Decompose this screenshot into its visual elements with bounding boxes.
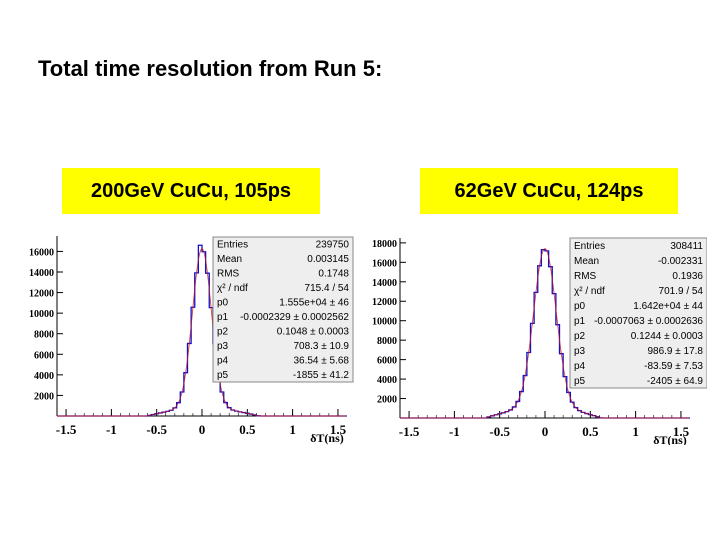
y-tick-label: 12000 bbox=[29, 289, 54, 300]
stats-value: -1855 ± 41.2 bbox=[293, 370, 350, 381]
stats-box: Entries 239750 Mean 0.003145 RMS 0.1748 χ² / n… bbox=[212, 236, 354, 383]
stats-name: RMS bbox=[217, 268, 240, 279]
histogram-plot-200gev: 16000 14000 12000 10000 8000 6000 4000 2000 -1.5… bbox=[5, 230, 355, 445]
x-tick-label: -1.5 bbox=[399, 424, 420, 439]
stats-value: 708.3 ± 10.9 bbox=[293, 341, 349, 352]
stats-name: χ² / ndf bbox=[217, 283, 248, 294]
y-tick-label: 12000 bbox=[372, 297, 397, 308]
x-tick-label: 0.5 bbox=[239, 422, 256, 437]
x-tick-label: 1 bbox=[632, 424, 639, 439]
panel-label-62gev: 62GeV CuCu, 124ps bbox=[420, 168, 678, 214]
stats-name: p4 bbox=[217, 355, 229, 366]
plot-area: 16000 14000 12000 10000 8000 6000 4000 2000 -1.5… bbox=[29, 236, 347, 445]
stats-value: 239750 bbox=[316, 239, 350, 250]
y-tick-label: 4000 bbox=[34, 371, 54, 382]
stats-name: p5 bbox=[217, 370, 229, 381]
x-axis-title: δT(ns) bbox=[310, 431, 344, 445]
stats-box-frame bbox=[569, 237, 708, 389]
stats-value: -0.0002329 ± 0.0002562 bbox=[240, 312, 349, 323]
stats-name: p4 bbox=[574, 361, 586, 372]
stats-name: Entries bbox=[217, 239, 248, 250]
x-tick-label: -1 bbox=[106, 422, 117, 437]
stats-name: p1 bbox=[574, 316, 586, 327]
stats-name: p3 bbox=[217, 341, 229, 352]
x-tick-label: -1 bbox=[449, 424, 460, 439]
stats-value: 0.1936 bbox=[672, 271, 703, 282]
stats-value: 715.4 / 54 bbox=[305, 283, 350, 294]
stats-value: -83.59 ± 7.53 bbox=[644, 361, 703, 372]
stats-value: 0.1048 ± 0.0003 bbox=[277, 326, 350, 337]
y-tick-label: 16000 bbox=[372, 258, 397, 269]
y-tick-label: 2000 bbox=[34, 391, 54, 402]
stats-name: p5 bbox=[574, 376, 586, 387]
stats-name: p0 bbox=[217, 297, 229, 308]
stats-name: Mean bbox=[574, 256, 599, 267]
y-tick-label: 14000 bbox=[372, 278, 397, 289]
stats-value: -2405 ± 64.9 bbox=[647, 376, 704, 387]
y-tick-label: 6000 bbox=[34, 350, 54, 361]
panel-label-200gev: 200GeV CuCu, 105ps bbox=[62, 168, 320, 214]
y-tick-label: 16000 bbox=[29, 247, 54, 258]
stats-name: p3 bbox=[574, 346, 586, 357]
stats-value: 36.54 ± 5.68 bbox=[293, 355, 349, 366]
y-tick-label: 2000 bbox=[377, 395, 397, 406]
stats-value: -0.002331 bbox=[658, 256, 703, 267]
stats-value: 308411 bbox=[670, 241, 703, 252]
stats-value: 701.9 / 54 bbox=[659, 286, 704, 297]
y-tick-label: 10000 bbox=[372, 317, 397, 328]
histogram-plot-62gev: 18000 16000 14000 12000 10000 8000 6000 4000 200… bbox=[362, 230, 708, 447]
histogram-svg-62gev: 18000 16000 14000 12000 10000 8000 6000 4000 200… bbox=[372, 237, 708, 447]
x-tick-label: 0.5 bbox=[582, 424, 599, 439]
stats-value: -0.0007063 ± 0.0002636 bbox=[594, 316, 703, 327]
stats-name: p0 bbox=[574, 301, 586, 312]
stats-name: Entries bbox=[574, 241, 605, 252]
stats-box: Entries 308411 Mean -0.002331 RMS 0.1936 χ² / … bbox=[569, 237, 708, 389]
x-tick-label: 0 bbox=[199, 422, 206, 437]
x-tick-label: -1.5 bbox=[56, 422, 77, 437]
fit-curve bbox=[400, 248, 690, 419]
y-tick-label: 8000 bbox=[34, 330, 54, 341]
stats-value: 986.9 ± 17.8 bbox=[647, 346, 703, 357]
x-tick-label: 1.5 bbox=[673, 424, 690, 439]
slide-title: Total time resolution from Run 5: bbox=[38, 56, 383, 81]
x-tick-label: 0 bbox=[542, 424, 549, 439]
stats-value: 0.1244 ± 0.0003 bbox=[631, 331, 704, 342]
histogram-svg-200gev: 16000 14000 12000 10000 8000 6000 4000 2000 -1.5… bbox=[29, 236, 354, 445]
x-tick-label: 1.5 bbox=[330, 422, 347, 437]
y-tick-label: 8000 bbox=[377, 336, 397, 347]
y-tick-label: 4000 bbox=[377, 375, 397, 386]
stats-name: p2 bbox=[217, 326, 229, 337]
stats-name: p1 bbox=[217, 312, 229, 323]
x-tick-label: -0.5 bbox=[146, 422, 167, 437]
x-tick-label: -0.5 bbox=[489, 424, 510, 439]
stats-box-frame bbox=[212, 236, 354, 383]
x-axis-title: δT(ns) bbox=[653, 433, 687, 445]
stats-name: p2 bbox=[574, 331, 586, 342]
stats-value: 0.003145 bbox=[307, 254, 349, 265]
stats-value: 1.555e+04 ± 46 bbox=[279, 297, 349, 308]
y-tick-label: 14000 bbox=[29, 268, 54, 279]
x-tick-label: 1 bbox=[289, 422, 296, 437]
y-tick-label: 6000 bbox=[377, 356, 397, 367]
y-tick-label: 10000 bbox=[29, 309, 54, 320]
stats-value: 0.1748 bbox=[318, 268, 349, 279]
stats-name: Mean bbox=[217, 254, 242, 265]
stats-value: 1.642e+04 ± 44 bbox=[633, 301, 703, 312]
plot-area: 18000 16000 14000 12000 10000 8000 6000 4000 200… bbox=[372, 238, 690, 447]
fit-curve bbox=[57, 248, 347, 417]
y-tick-label: 18000 bbox=[372, 239, 397, 250]
stats-name: χ² / ndf bbox=[574, 286, 605, 297]
stats-name: RMS bbox=[574, 271, 597, 282]
